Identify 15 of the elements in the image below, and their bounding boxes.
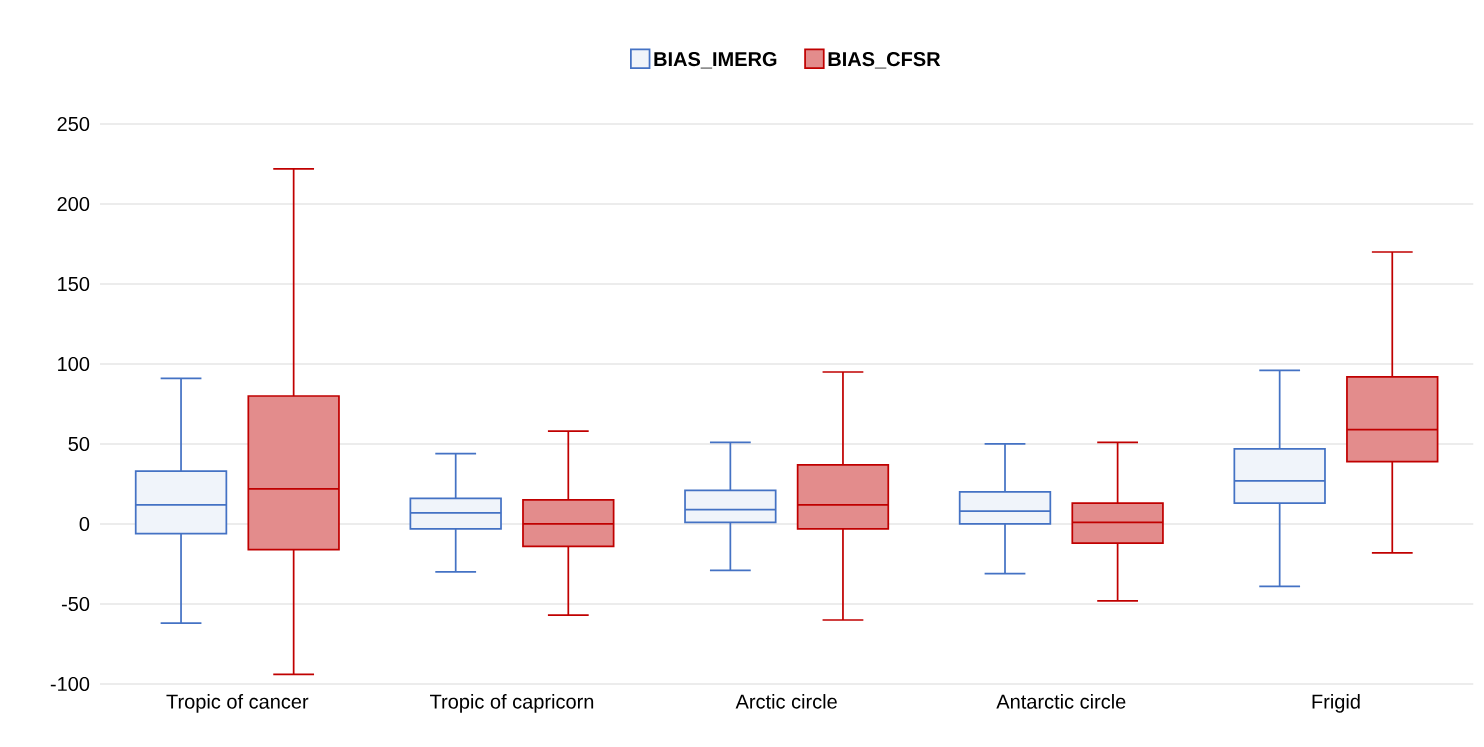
y-tick-label: 200 xyxy=(57,197,90,212)
y-tick-label: -50 xyxy=(61,597,90,612)
x-tick-label: Arctic circle xyxy=(735,694,837,709)
x-tick-label: Tropic of capricorn xyxy=(430,694,594,713)
x-tick-label: Frigid xyxy=(1312,694,1360,713)
y-tick-label: 0 xyxy=(79,517,90,532)
x-tick-label: Antarctic circle xyxy=(996,694,1126,709)
legend-label: BIAS_CFSR xyxy=(828,52,941,69)
y-tick-label: 50 xyxy=(68,437,90,452)
x-tick-label: Tropic of cancer xyxy=(166,694,309,713)
legend-label: BIAS_IMERG xyxy=(654,52,777,69)
y-tick-label: 100 xyxy=(58,357,90,372)
y-tick-label: 250 xyxy=(57,117,90,132)
y-tick-label: 150 xyxy=(58,277,90,292)
y-tick-label: -100 xyxy=(50,677,90,692)
